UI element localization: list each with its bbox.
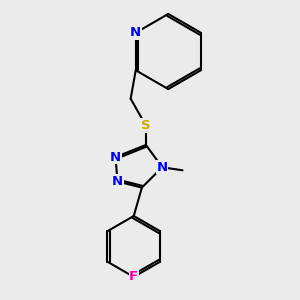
Text: N: N (112, 175, 123, 188)
Text: N: N (110, 151, 121, 164)
Text: F: F (129, 270, 138, 284)
Text: N: N (157, 161, 168, 174)
Text: S: S (141, 119, 151, 132)
Text: N: N (130, 26, 141, 39)
